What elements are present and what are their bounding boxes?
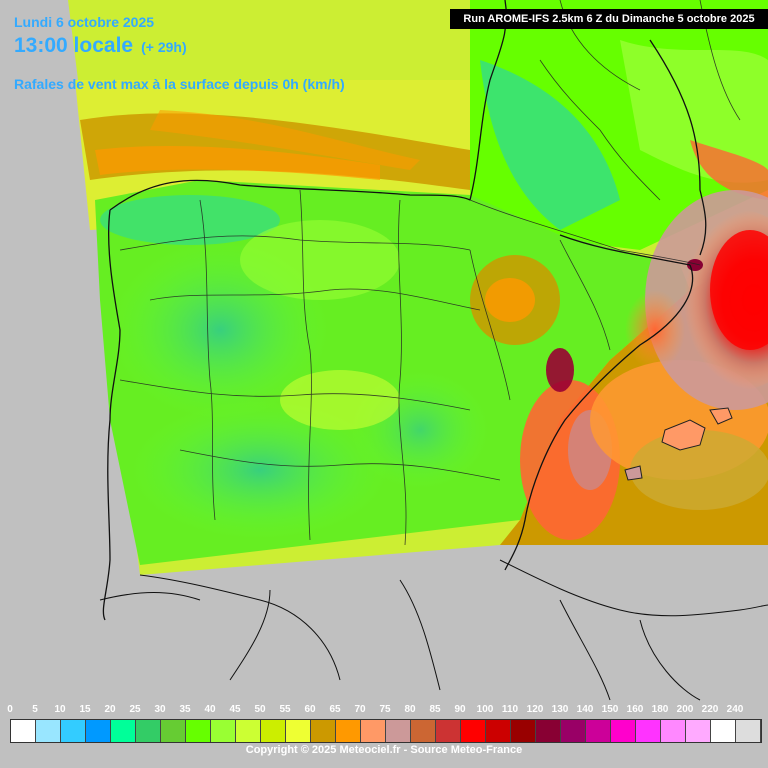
legend-swatch — [211, 720, 236, 742]
legend-swatch — [236, 720, 261, 742]
legend-swatch — [411, 720, 436, 742]
legend-swatch — [636, 720, 661, 742]
legend-tick-label: 85 — [429, 704, 441, 715]
legend-swatch — [686, 720, 711, 742]
legend-tick-label: 120 — [526, 704, 544, 715]
legend-tick-label: 70 — [354, 704, 366, 715]
legend-swatch — [561, 720, 586, 742]
legend-tick-label: 30 — [154, 704, 166, 715]
legend-tick-label: 50 — [254, 704, 266, 715]
admin-borders — [119, 0, 741, 546]
legend-tick-label: 140 — [576, 704, 594, 715]
legend-swatch — [461, 720, 486, 742]
forecast-offset: (+ 29h) — [141, 39, 187, 55]
legend-tick-label: 45 — [229, 704, 241, 715]
legend-swatch — [336, 720, 361, 742]
coastlines — [102, 0, 707, 621]
forecast-time: 13:00 locale (+ 29h) — [14, 34, 187, 58]
legend-swatch — [311, 720, 336, 742]
legend-ticks: 0 5 10 15 20 25 30 35 40 45 50 55 60 65 70 75 80 85 90 100 1… — [7, 704, 762, 718]
legend-tick-label: 75 — [379, 704, 391, 715]
legend-tick-label: 80 — [404, 704, 416, 715]
legend-tick-label: 60 — [304, 704, 316, 715]
legend-tick-label: 35 — [179, 704, 191, 715]
legend-tick-label: 200 — [676, 704, 694, 715]
forecast-time-label: 13:00 locale — [14, 34, 134, 57]
legend-tick-label: 10 — [54, 704, 66, 715]
legend-tick-label: 180 — [651, 704, 669, 715]
legend-swatch — [261, 720, 286, 742]
legend-swatch — [36, 720, 61, 742]
legend-tick-label: 5 — [32, 704, 38, 715]
legend-swatch — [136, 720, 161, 742]
parameter-title: Rafales de vent max à la surface depuis … — [14, 76, 345, 92]
legend-swatch — [386, 720, 411, 742]
legend-swatch — [61, 720, 86, 742]
legend-swatch — [11, 720, 36, 742]
legend-swatch — [711, 720, 736, 742]
forecast-date: Lundi 6 octobre 2025 — [14, 14, 155, 30]
legend-swatch — [611, 720, 636, 742]
legend-tick-label: 130 — [551, 704, 569, 715]
legend-swatch — [111, 720, 136, 742]
model-domain — [68, 0, 768, 575]
legend-swatch — [86, 720, 111, 742]
legend-tick-label: 100 — [476, 704, 494, 715]
legend-swatch — [186, 720, 211, 742]
legend-tick-label: 25 — [129, 704, 141, 715]
legend-tick-label: 0 — [7, 704, 13, 715]
legend-bar — [10, 719, 762, 743]
legend-swatch — [286, 720, 311, 742]
legend-swatch — [536, 720, 561, 742]
outside-domain-borders — [99, 559, 768, 701]
legend-tick-label: 55 — [279, 704, 291, 715]
legend-swatch — [586, 720, 611, 742]
legend-swatch — [436, 720, 461, 742]
run-info: Run AROME-IFS 2.5km 6 Z du Dimanche 5 oc… — [450, 9, 768, 29]
color-legend: 0 5 10 15 20 25 30 35 40 45 50 55 60 65 70 75 80 85 90 100 1… — [7, 704, 762, 744]
legend-tick-label: 20 — [104, 704, 116, 715]
legend-tick-label: 90 — [454, 704, 466, 715]
legend-tick-label: 110 — [501, 704, 519, 715]
legend-tick-label: 150 — [601, 704, 619, 715]
legend-tick-label: 65 — [329, 704, 341, 715]
legend-swatch — [161, 720, 186, 742]
copyright: Copyright © 2025 Meteociel.fr - Source M… — [245, 744, 523, 756]
legend-swatch — [661, 720, 686, 742]
legend-tick-label: 40 — [204, 704, 216, 715]
legend-tick-label: 240 — [726, 704, 744, 715]
legend-swatch — [736, 720, 761, 742]
legend-tick-label: 160 — [626, 704, 644, 715]
legend-swatch — [361, 720, 386, 742]
legend-swatch — [486, 720, 511, 742]
legend-tick-label: 15 — [79, 704, 91, 715]
legend-swatch — [511, 720, 536, 742]
legend-tick-label: 220 — [701, 704, 719, 715]
